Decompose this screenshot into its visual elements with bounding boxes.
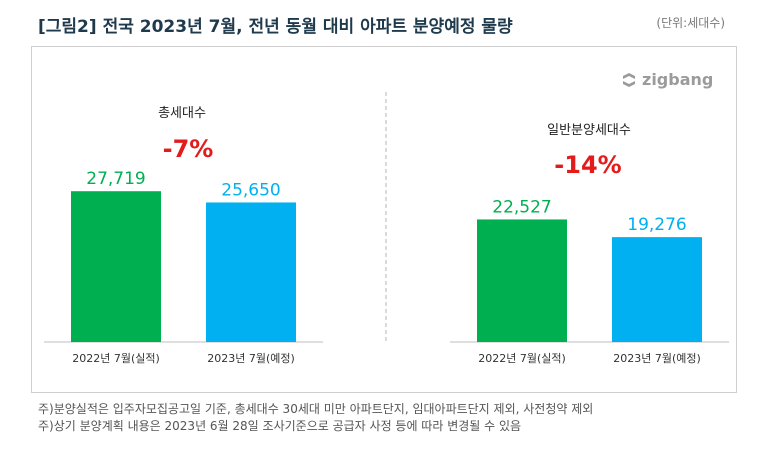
panel-title-total: 총세대수 <box>158 106 206 121</box>
value-label-general-2022: 22,527 <box>492 197 551 217</box>
category-label-general-2023: 2023년 7월(예정) <box>613 352 701 365</box>
bar-general-2022 <box>477 219 567 342</box>
footnote-1: 주)분양실적은 입주자모집공고일 기준, 총세대수 30세대 미만 아파트단지,… <box>38 402 594 416</box>
change-label-general: -14% <box>554 151 621 179</box>
bar-total-2022 <box>71 191 161 342</box>
bar-total-2023 <box>206 202 296 342</box>
value-label-total-2023: 25,650 <box>221 180 280 200</box>
category-label-total-2023: 2023년 7월(예정) <box>207 352 295 365</box>
category-label-total-2022: 2022년 7월(실적) <box>72 352 160 365</box>
footnote-2: 주)상기 분양계획 내용은 2023년 6월 28일 조사기준으로 공급자 사정… <box>38 419 522 433</box>
footnotes: 주)분양실적은 입주자모집공고일 기준, 총세대수 30세대 미만 아파트단지,… <box>38 401 593 435</box>
value-label-general-2023: 19,276 <box>627 215 686 235</box>
zigbang-logo-icon <box>623 72 635 87</box>
brand-logo: zigbang <box>620 70 713 89</box>
bar-general-2023 <box>612 237 702 342</box>
unit-label: (단위:세대수) <box>656 16 725 30</box>
category-label-general-2022: 2022년 7월(실적) <box>478 352 566 365</box>
chart-frame <box>31 46 737 393</box>
change-label-total: -7% <box>163 135 214 163</box>
value-label-total-2022: 27,719 <box>86 169 145 189</box>
page-title: [그림2] 전국 2023년 7월, 전년 동월 대비 아파트 분양예정 물량 <box>38 17 513 37</box>
logo-text: zigbang <box>642 70 714 89</box>
panel-title-general: 일반분양세대수 <box>547 123 631 138</box>
